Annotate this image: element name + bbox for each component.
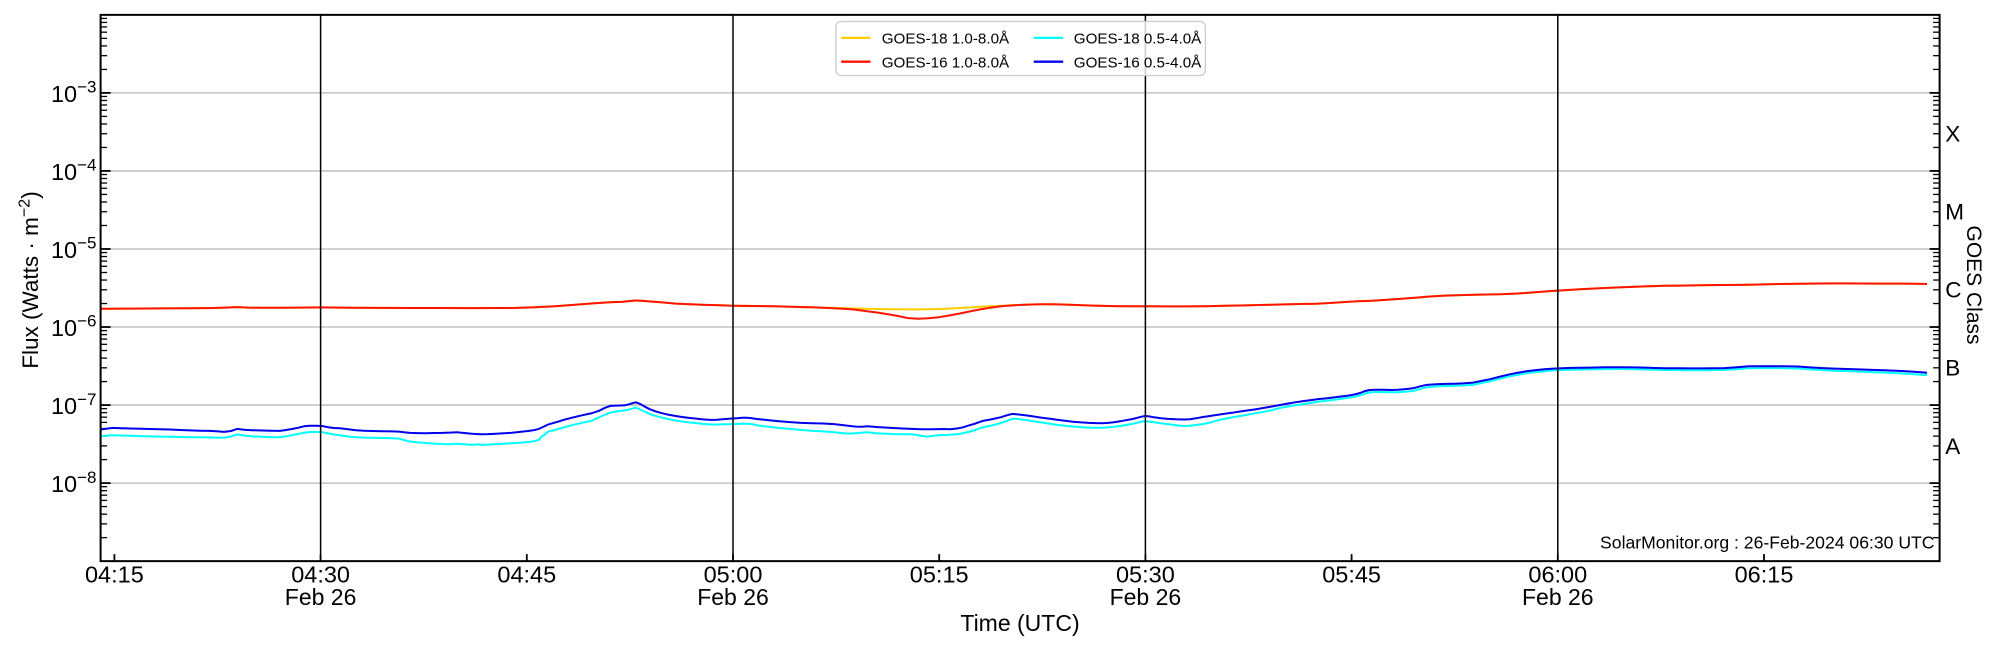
svg-text:10−5: 10−5 [51,234,97,263]
svg-text:Flux (Watts · m−2): Flux (Watts · m−2) [17,191,44,369]
svg-text:06:15: 06:15 [1735,562,1794,588]
svg-text:GOES-16 0.5-4.0Å: GOES-16 0.5-4.0Å [1074,55,1202,72]
svg-text:M: M [1945,200,1964,225]
svg-text:GOES Class: GOES Class [1962,225,1985,344]
svg-text:X: X [1945,122,1960,147]
svg-text:05:00: 05:00 [704,562,763,588]
svg-text:SolarMonitor.org : 26-Feb-2024: SolarMonitor.org : 26-Feb-2024 06:30 UTC [1600,533,1935,553]
svg-text:06:00: 06:00 [1528,562,1587,588]
svg-text:Feb 26: Feb 26 [697,584,769,610]
svg-text:04:30: 04:30 [291,562,350,588]
svg-text:Feb 26: Feb 26 [1110,584,1182,610]
svg-text:GOES-18 1.0-8.0Å: GOES-18 1.0-8.0Å [882,31,1010,48]
svg-text:05:30: 05:30 [1116,562,1175,588]
svg-text:GOES-18 0.5-4.0Å: GOES-18 0.5-4.0Å [1074,31,1202,48]
svg-text:Feb 26: Feb 26 [1522,584,1594,610]
svg-text:10−8: 10−8 [51,468,97,497]
svg-text:04:15: 04:15 [85,562,144,588]
svg-text:05:45: 05:45 [1322,562,1381,588]
svg-text:A: A [1945,434,1960,459]
svg-text:Feb 26: Feb 26 [285,584,357,610]
svg-text:04:45: 04:45 [497,562,556,588]
svg-text:05:15: 05:15 [910,562,969,588]
svg-text:C: C [1945,278,1961,303]
svg-text:GOES-16 1.0-8.0Å: GOES-16 1.0-8.0Å [882,55,1010,72]
svg-text:B: B [1945,356,1960,381]
svg-text:10−7: 10−7 [51,390,97,419]
svg-text:Time (UTC): Time (UTC) [960,610,1079,636]
